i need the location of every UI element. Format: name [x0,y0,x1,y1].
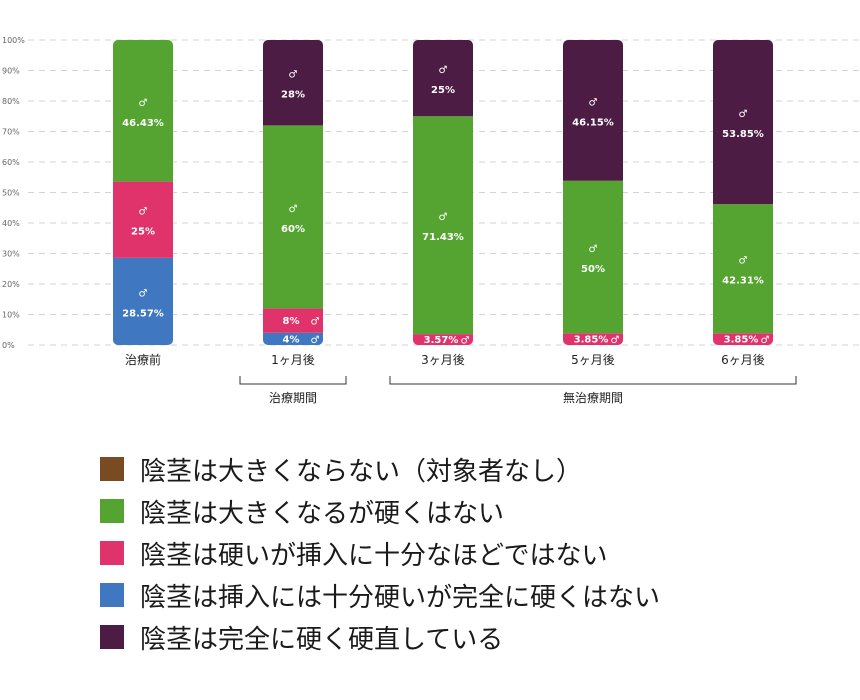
bars: ♂28.57%♂25%♂46.43%4% ♂8% ♂♂60%♂28%3.57% ♂♂7… [113,40,773,347]
legend-item-enough-not-full: 陰茎は挿入には十分硬いが完全に硬くはない [100,574,660,616]
segment-value-label: 4% [283,334,300,345]
bar-stack-labels: 3.57% ♂♂71.43%♂25% [422,65,469,346]
male-symbol-icon: ♂ [289,70,298,81]
bar-segment [563,40,623,181]
bar-segment [263,308,323,333]
legend-label: 陰茎は完全に硬く硬直している [140,624,504,655]
period-bracket [389,376,797,385]
bar-stack-labels: 4% ♂ 8% ♂ ♂ 60% ♂ 28% [281,70,319,346]
bar-segment [113,40,173,182]
y-tick-label: 0% [2,341,15,350]
legend-label: 陰茎は大きくなるが硬くはない [140,498,505,529]
bar-segment [413,334,473,345]
male-symbol-icon: ♂ [439,212,448,223]
segment-value-label: 3.57% [424,335,459,346]
x-axis-categories: 治療前 1ヶ月後 3ヶ月後 5ヶ月後 6ヶ月後 [125,352,765,367]
legend-label: 陰茎は大きくならない（対象者なし） [140,456,583,487]
segment-value-label: 25% [131,227,155,238]
male-symbol-icon: ♂ [311,317,320,328]
legend-swatch [100,541,124,565]
y-tick-label: 100% [2,36,25,45]
male-symbol-icon: ♂ [461,336,470,347]
x-category-label: 治療前 [125,352,161,367]
period-label: 治療期間 [269,391,317,405]
bar-segment [563,333,623,345]
bar-segment [263,40,323,126]
male-symbol-icon: ♂ [739,256,748,267]
male-symbol-icon: ♂ [139,98,148,109]
segment-value-label: 42.31% [722,276,764,287]
bar-segment [113,257,173,345]
bar-stack [413,40,473,345]
y-tick-label: 10% [2,311,20,320]
segment-value-label: 3.85% [724,335,759,346]
bar-stack [113,40,173,345]
bar-segment [713,333,773,345]
male-symbol-icon: ♂ [289,204,298,215]
segment-value-label: 46.43% [122,118,164,129]
legend-item-not-hard: 陰茎は大きくなるが硬くはない [100,490,660,532]
bar-stack-labels: 3.85% ♂♂42.31%♂53.85% [722,109,769,346]
bar-stack-labels: ♂ 28.57% ♂ 25% ♂ 46.43% [122,98,164,320]
bar-segment [713,40,773,205]
legend-swatch [100,625,124,649]
legend-swatch [100,457,124,481]
y-tick-label: 50% [2,189,20,198]
y-tick-label: 60% [2,158,20,167]
period-groups: 治療期間 無治療期間 [239,376,797,405]
period-label: 無治療期間 [563,390,623,405]
segment-value-label: 3.85% [574,335,609,346]
male-symbol-icon: ♂ [761,335,770,346]
segment-value-label: 28.57% [122,308,164,319]
y-tick-label: 20% [2,280,20,289]
y-tick-label: 70% [2,128,20,137]
y-tick-label: 40% [2,219,20,228]
period-bracket [239,376,347,385]
segment-value-label: 50% [581,264,605,275]
male-symbol-icon: ♂ [139,288,148,299]
bar-stack [563,40,623,345]
male-symbol-icon: ♂ [439,65,448,76]
segment-value-label: 60% [281,224,305,235]
legend-label: 陰茎は硬いが挿入に十分なほどではない [140,540,608,571]
segment-value-label: 8% [283,316,300,327]
male-symbol-icon: ♂ [589,244,598,255]
stacked-bar-chart: 0% 10% 20% 30% 40% 50% 60% 70% 80% 90% 100% ♂ 28.57… [2,36,860,405]
legend-item-no-erection: 陰茎は大きくならない（対象者なし） [100,448,660,490]
segment-value-label: 46.15% [572,117,614,128]
male-symbol-icon: ♂ [311,335,320,346]
y-tick-label: 30% [2,250,20,259]
bar-segment [113,181,173,258]
male-symbol-icon: ♂ [611,335,620,346]
segment-value-label: 53.85% [722,129,764,140]
bar-stack [263,40,323,345]
bar-segment [413,40,473,117]
bar-segment [713,204,773,334]
male-symbol-icon: ♂ [139,207,148,218]
segment-value-label: 28% [281,90,305,101]
x-category-label: 6ヶ月後 [721,353,765,367]
segment-value-label: 25% [431,85,455,96]
legend-item-not-enough-for-insertion: 陰茎は硬いが挿入に十分なほどではない [100,532,660,574]
y-tick-label: 80% [2,97,20,106]
legend-swatch [100,583,124,607]
x-category-label: 1ヶ月後 [271,353,315,367]
legend-item-fully-rigid: 陰茎は完全に硬く硬直している [100,616,660,658]
x-category-label: 5ヶ月後 [571,353,615,367]
legend-label: 陰茎は挿入には十分硬いが完全に硬くはない [140,582,661,613]
legend-swatch [100,499,124,523]
legend: 陰茎は大きくならない（対象者なし） 陰茎は大きくなるが硬くはない 陰茎は硬いが挿… [100,448,660,658]
bar-segment [413,116,473,335]
segment-value-label: 71.43% [422,232,464,243]
bar-stack [713,40,773,345]
y-tick-label: 90% [2,67,20,76]
bar-segment [263,332,323,345]
x-category-label: 3ヶ月後 [421,353,465,367]
bar-segment [563,180,623,334]
y-axis-ticks: 0% 10% 20% 30% 40% 50% 60% 70% 80% 90% 100% [2,36,25,350]
male-symbol-icon: ♂ [589,97,598,108]
bar-stack-labels: 3.85% ♂♂50%♂46.15% [572,97,619,346]
bar-segment [263,125,323,309]
male-symbol-icon: ♂ [739,109,748,120]
